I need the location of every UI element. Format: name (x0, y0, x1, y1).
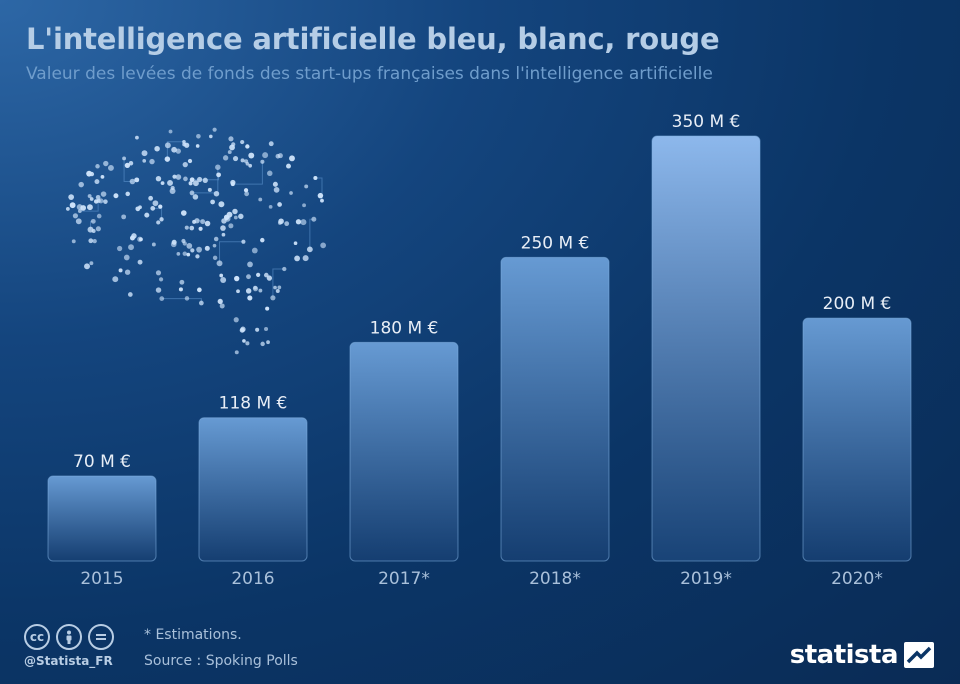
value-label: 70 M € (73, 452, 131, 472)
category-label: 2019* (680, 569, 732, 589)
creative-commons-icon: cc (24, 624, 50, 650)
source-note: Source : Spoking Polls (144, 653, 298, 669)
category-label: 2017* (378, 569, 430, 589)
statista-logo[interactable]: statista (790, 640, 934, 670)
category-label: 2020* (831, 569, 883, 589)
value-label: 180 M € (370, 318, 439, 338)
bar-chart: 70 M € 2015 118 M € 2016 180 M € 2017* 250 M €… (47, 112, 912, 589)
statista-handle[interactable]: @Statista_FR (24, 654, 113, 668)
statista-logo-icon (904, 642, 934, 668)
license-icons: cc (24, 624, 114, 650)
bar-2018 (500, 256, 610, 562)
chart-title: L'intelligence artificielle bleu, blanc,… (26, 22, 720, 56)
value-label: 250 M € (521, 233, 590, 253)
bar-2020 (802, 317, 912, 562)
circuit-brain-illustration (65, 127, 327, 355)
value-label: 350 M € (672, 112, 741, 132)
bar-2015 (47, 475, 157, 562)
category-label: 2015 (80, 569, 123, 589)
bar-2019 (651, 135, 761, 562)
circuit-dots (65, 127, 327, 355)
category-label: 2016 (231, 569, 274, 589)
attribution-person-icon (56, 624, 82, 650)
value-label: 118 M € (219, 394, 288, 414)
bar-2016 (198, 417, 308, 562)
category-label: 2018* (529, 569, 581, 589)
statista-logo-text: statista (789, 640, 899, 670)
no-derivatives-icon (88, 624, 114, 650)
value-label: 200 M € (823, 294, 892, 314)
bar-2017 (349, 341, 459, 562)
estimation-note: * Estimations. (144, 627, 242, 643)
chart-subtitle: Valeur des levées de fonds des start-ups… (26, 64, 713, 84)
